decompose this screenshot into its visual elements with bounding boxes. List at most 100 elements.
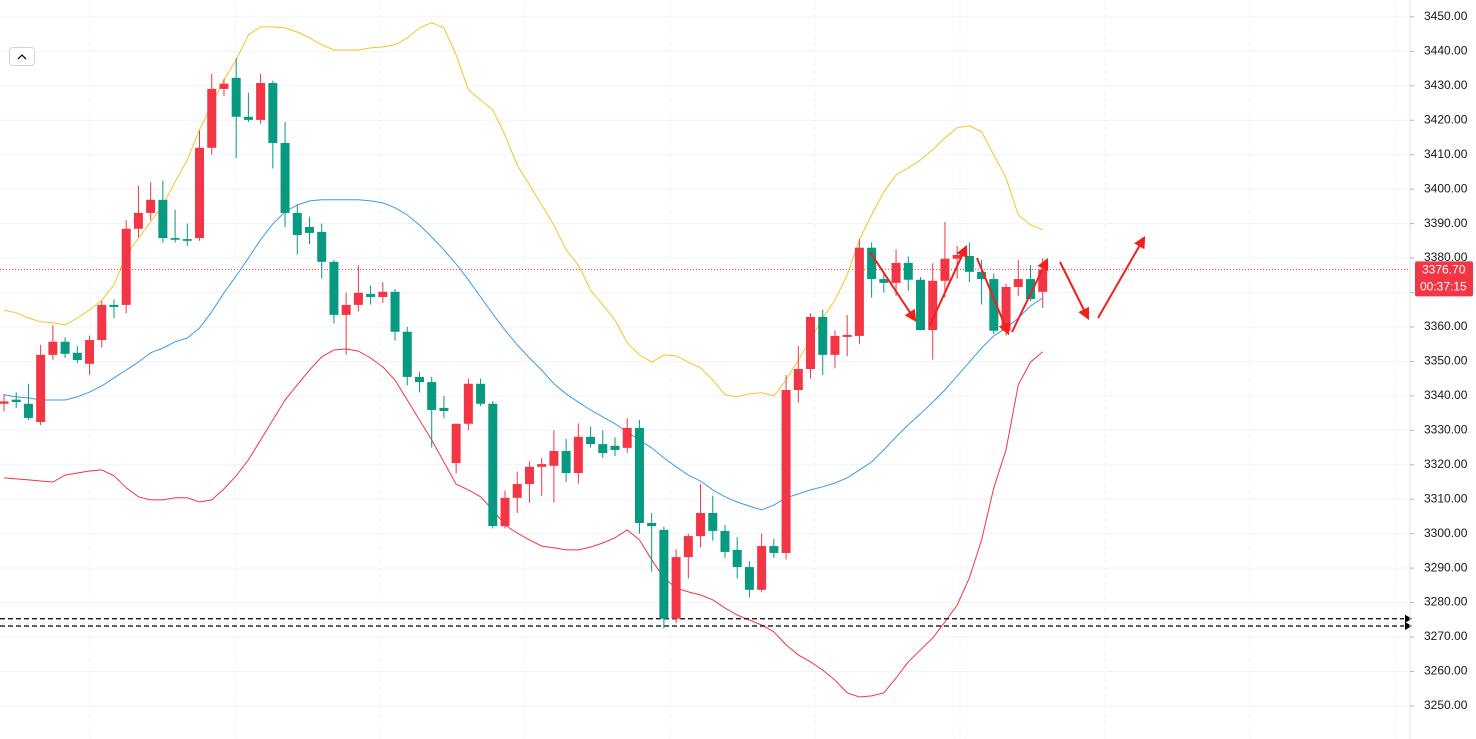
grid (0, 0, 1410, 739)
candle-body (830, 335, 840, 355)
candle-body (647, 522, 657, 527)
candle-body (610, 445, 620, 450)
candle-body (524, 466, 534, 485)
candle-body (1001, 286, 1011, 331)
candle-body (341, 304, 351, 315)
candle-body (390, 291, 400, 332)
y-tick-label: 3440.00 (1424, 44, 1468, 58)
y-tick-label: 3450.00 (1424, 9, 1468, 23)
y-tick-label: 3320.00 (1424, 457, 1468, 471)
candle-body (720, 530, 730, 552)
y-tick-label: 3400.00 (1424, 181, 1468, 195)
candle-body (512, 484, 522, 498)
candle-body (146, 199, 156, 213)
y-tick-label: 3250.00 (1424, 698, 1468, 712)
candle-body (182, 239, 192, 241)
candle-body (977, 271, 987, 280)
candle-body (1013, 279, 1023, 287)
candle-body (268, 83, 278, 143)
y-tick-label: 3330.00 (1424, 422, 1468, 436)
last-price-box (1415, 261, 1473, 297)
countdown-label: 00:37:15 (1420, 280, 1467, 294)
candle-body (219, 83, 229, 89)
candle-body (378, 291, 388, 297)
candle-body (133, 212, 143, 229)
candle-body (23, 403, 33, 418)
candle-body (85, 340, 95, 364)
candle-body (671, 557, 681, 619)
candle-body (48, 341, 58, 355)
arrow (1097, 235, 1146, 319)
candle-body (488, 403, 498, 527)
candle-body (329, 261, 339, 315)
candle-body (72, 352, 82, 361)
arrow (929, 244, 968, 326)
candle-body (109, 304, 119, 307)
candle-body (806, 316, 816, 369)
y-tick-label: 3410.00 (1424, 147, 1468, 161)
candle-body (427, 382, 437, 410)
y-tick-label: 3290.00 (1424, 560, 1468, 574)
candle-body (11, 399, 21, 403)
level-handle (1405, 621, 1412, 630)
candle-body (439, 407, 449, 412)
band-line (3, 199, 1043, 511)
candle-body (696, 512, 706, 537)
price-axis: 3250.00 3260.00 3270.00 3280.00 3290.00 3300.… (1409, 0, 1473, 739)
candle-body (243, 116, 253, 120)
candle-body (451, 423, 461, 464)
candle-body (353, 292, 363, 305)
candle-body (879, 279, 889, 283)
candle-body (36, 354, 46, 423)
band-line (3, 348, 1044, 698)
candle-body (500, 497, 510, 527)
candle-body (317, 231, 327, 262)
candle-body (781, 389, 791, 553)
y-tick-label: 3280.00 (1424, 595, 1468, 609)
candle-body (891, 262, 901, 283)
arrow (1059, 261, 1090, 321)
candle-body (586, 436, 596, 445)
candle-body (402, 331, 412, 377)
candle-body (622, 427, 632, 448)
arrows (869, 235, 1146, 336)
candle-body (60, 341, 70, 354)
candle-body (928, 280, 938, 331)
candle-body (573, 436, 583, 474)
band-line (3, 22, 1043, 398)
candle-body (903, 262, 913, 280)
levels (0, 268, 1412, 630)
candle-body (659, 529, 669, 619)
candle-body (598, 444, 608, 454)
y-tick-label: 3340.00 (1424, 388, 1468, 402)
y-tick-label: 3270.00 (1424, 629, 1468, 643)
collapse-button[interactable] (9, 47, 35, 66)
candle-body (634, 427, 644, 523)
candle-body (537, 464, 547, 467)
candle-body (231, 77, 241, 117)
candle-body (195, 147, 205, 239)
y-tick-label: 3350.00 (1424, 354, 1468, 368)
candles (0, 58, 1048, 629)
candle-body (757, 546, 767, 590)
candle-body (867, 247, 877, 280)
candle-body (305, 227, 314, 233)
y-tick-label: 3310.00 (1424, 491, 1468, 505)
y-tick-label: 3300.00 (1424, 526, 1468, 540)
candle-body (414, 376, 424, 383)
candle-body (476, 383, 486, 404)
candle-body (842, 334, 852, 337)
candle-body (769, 546, 779, 553)
candle-body (97, 304, 107, 341)
candle-body (732, 549, 742, 568)
candle-body (964, 255, 974, 272)
y-tick-label: 3380.00 (1424, 250, 1468, 264)
candle-body (744, 567, 754, 590)
candle-body (0, 401, 9, 404)
candle-body (683, 536, 693, 558)
y-tick-label: 3360.00 (1424, 319, 1468, 333)
candle-body (280, 142, 290, 213)
arrow (1011, 257, 1049, 333)
candle-body (940, 258, 950, 281)
candle-body (854, 247, 864, 336)
